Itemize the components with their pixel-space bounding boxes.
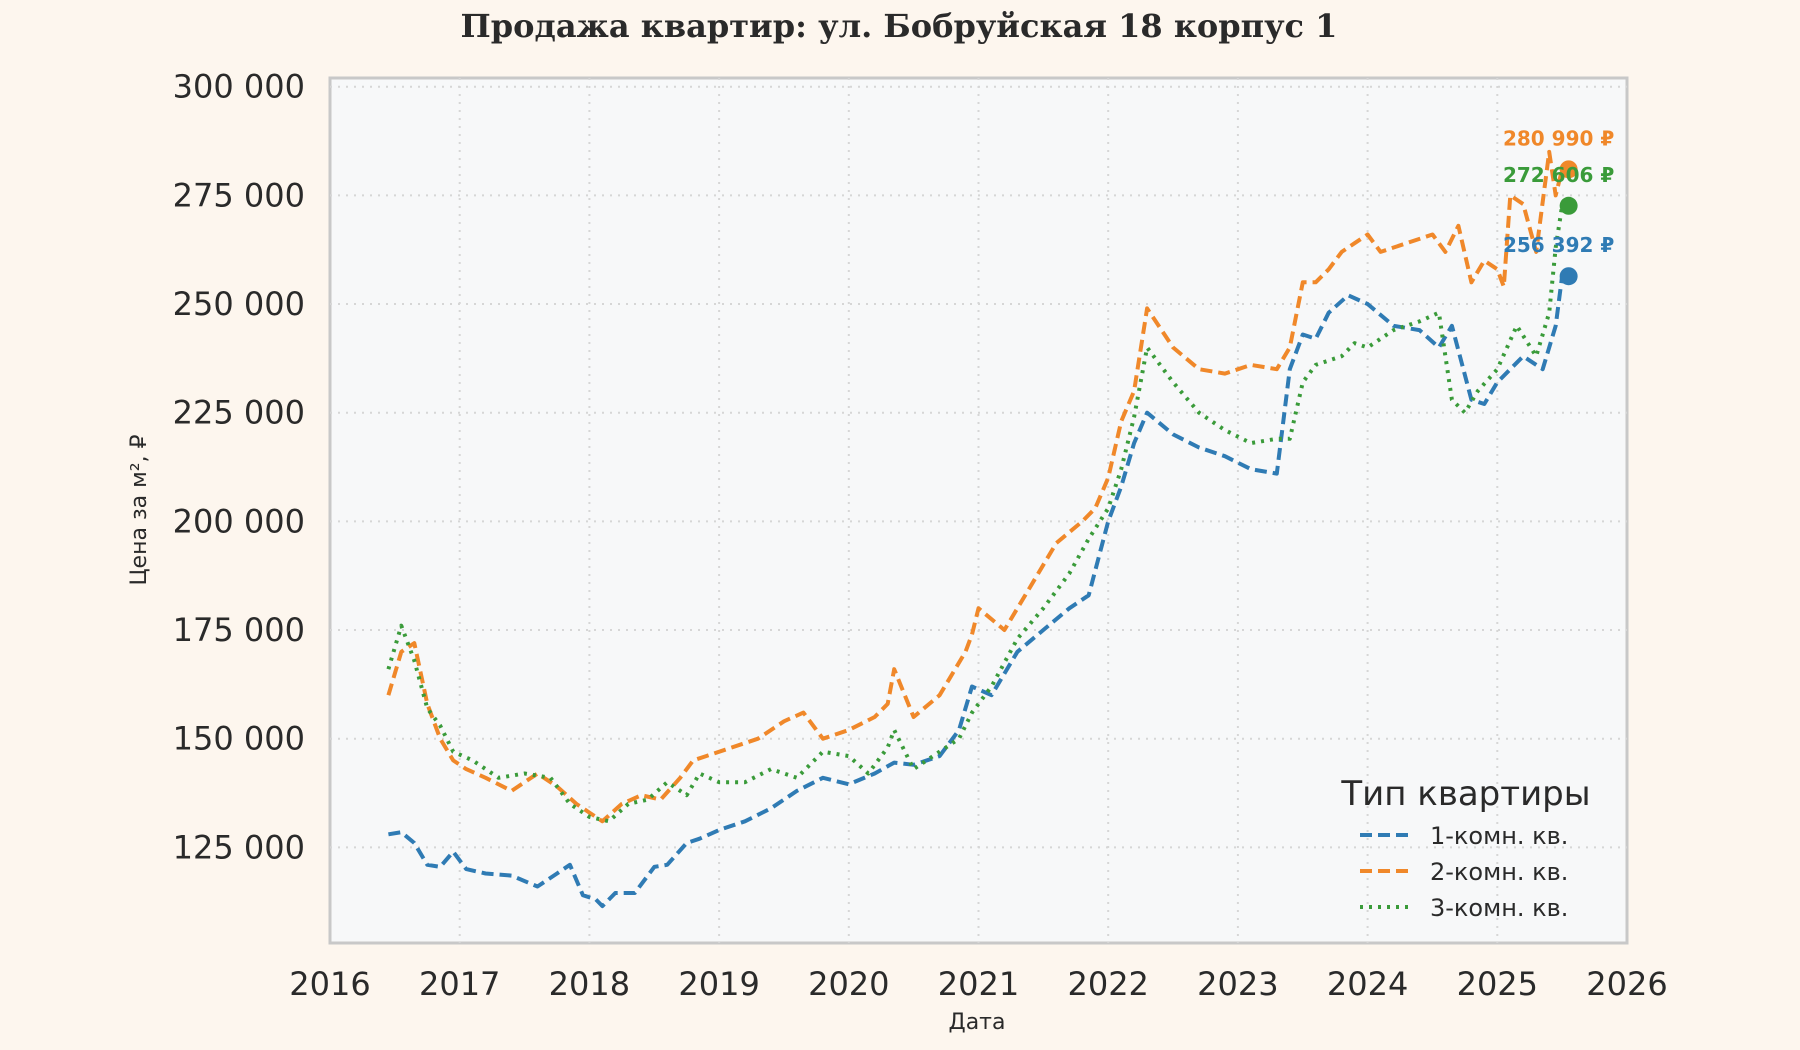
x-tick-label: 2016 [289,965,370,1003]
x-tick-label: 2026 [1586,965,1667,1003]
grid [330,78,1627,943]
x-tick-label: 2024 [1327,965,1408,1003]
legend-label-2: 2-комн. кв. [1430,858,1568,886]
y-tick-label: 300 000 [173,68,305,106]
legend-items: 1-комн. кв. 2-комн. кв. 3-комн. кв. [1360,822,1568,922]
x-tick-label: 2019 [678,965,759,1003]
x-tick-label: 2018 [549,965,630,1003]
y-tick-label: 150 000 [173,720,305,758]
y-tick-label: 275 000 [173,176,305,214]
series-layer [386,149,1565,909]
y-axis-label: Цена за м², ₽ [127,434,152,585]
x-tick-label: 2025 [1457,965,1538,1003]
y-tick-label: 250 000 [173,285,305,323]
last-value-point-1 [1559,267,1578,286]
legend-title: Тип квартиры [1340,774,1590,814]
last-value-markers: 256 392 ₽ 280 990 ₽ 272 606 ₽ [1503,126,1614,286]
last-value-label-1: 256 392 ₽ [1503,233,1614,257]
series-line-1 [388,275,1565,909]
x-tick-label: 2017 [419,965,500,1003]
x-tick-label: 2020 [808,965,889,1003]
x-tick-label: 2022 [1067,965,1148,1003]
chart-title: Продажа квартир: ул. Бобруйская 18 корпу… [461,7,1338,45]
y-tick-label: 175 000 [173,611,305,649]
x-tick-label: 2021 [938,965,1019,1003]
x-tick-label: 2023 [1197,965,1278,1003]
y-tick-label: 225 000 [173,394,305,432]
series-line-3 [386,205,1565,824]
last-value-point-2 [1559,160,1578,179]
legend: Тип квартиры 1-комн. кв. 2-комн. кв. 3-ком… [1340,774,1590,922]
last-value-label-3: 272 606 ₽ [1503,163,1614,187]
x-axis-ticks: 2016 2017 2018 2019 2020 2021 2022 2023 2024 2025… [289,965,1667,1003]
x-axis-label: Дата [949,1010,1006,1035]
last-value-label-2: 280 990 ₽ [1503,126,1614,150]
last-value-point-3 [1559,196,1578,215]
legend-label-1: 1-комн. кв. [1430,822,1568,850]
y-axis-ticks: 125 000 150 000 175 000 200 000 225 000 250 0… [173,68,305,867]
y-tick-label: 125 000 [173,828,305,866]
legend-label-3: 3-комн. кв. [1430,894,1568,922]
y-tick-label: 200 000 [173,502,305,540]
